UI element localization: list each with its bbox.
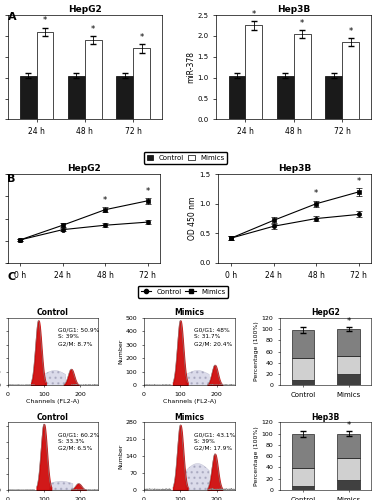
Bar xyxy=(337,434,360,458)
Bar xyxy=(68,76,85,120)
Title: HepG2: HepG2 xyxy=(311,308,340,317)
Text: G0/G1: 50.9%
S: 39%
G2/M: 8.7%: G0/G1: 50.9% S: 39% G2/M: 8.7% xyxy=(57,328,99,346)
Text: *: * xyxy=(349,27,353,36)
Title: Control: Control xyxy=(37,412,69,422)
Bar xyxy=(133,48,150,120)
Title: Control: Control xyxy=(37,308,69,317)
Text: *: * xyxy=(356,177,361,186)
Title: Mimics: Mimics xyxy=(174,308,204,317)
Legend: Control, Mimics: Control, Mimics xyxy=(138,286,228,298)
X-axis label: Channels (FL2-A): Channels (FL2-A) xyxy=(26,398,80,404)
Bar xyxy=(292,380,314,386)
Bar xyxy=(292,468,314,486)
Bar xyxy=(36,32,54,120)
Bar xyxy=(337,356,360,374)
Bar xyxy=(246,26,262,120)
Title: Hep3B: Hep3B xyxy=(277,5,310,14)
Bar xyxy=(325,76,342,120)
Text: *: * xyxy=(252,10,256,19)
Bar xyxy=(20,76,36,120)
Legend: Control, Mimics: Control, Mimics xyxy=(144,152,227,164)
Title: Mimics: Mimics xyxy=(174,412,204,422)
Text: *: * xyxy=(346,422,351,430)
Text: G0/G1: 43.1%
S: 39%
G2/M: 17.9%: G0/G1: 43.1% S: 39% G2/M: 17.9% xyxy=(194,432,235,451)
Bar xyxy=(116,76,133,120)
Bar xyxy=(85,40,102,119)
Text: *: * xyxy=(140,33,144,42)
Text: G0/G1: 60.2%
S: 33.3%
G2/M: 6.5%: G0/G1: 60.2% S: 33.3% G2/M: 6.5% xyxy=(57,432,99,451)
Text: *: * xyxy=(314,190,318,198)
Y-axis label: miR-378: miR-378 xyxy=(186,51,195,83)
Title: Hep3B: Hep3B xyxy=(312,412,340,422)
Text: *: * xyxy=(300,18,304,28)
Bar xyxy=(337,458,360,480)
Bar xyxy=(277,76,294,120)
Y-axis label: Percentage (100%): Percentage (100%) xyxy=(254,426,259,486)
Text: *: * xyxy=(146,187,150,196)
Text: A: A xyxy=(8,12,16,22)
Bar xyxy=(292,434,314,468)
Y-axis label: Number: Number xyxy=(119,444,124,469)
Text: G0/G1: 48%
S: 31.7%
G2/M: 20.4%: G0/G1: 48% S: 31.7% G2/M: 20.4% xyxy=(194,328,232,346)
Text: *: * xyxy=(103,196,107,205)
Title: HepG2: HepG2 xyxy=(67,164,101,173)
Text: *: * xyxy=(346,316,351,326)
Bar xyxy=(337,480,360,490)
Y-axis label: Number: Number xyxy=(119,339,124,364)
Bar xyxy=(337,329,360,356)
Bar xyxy=(294,34,311,119)
Text: *: * xyxy=(91,25,96,34)
Title: HepG2: HepG2 xyxy=(68,5,102,14)
Bar xyxy=(228,76,246,120)
Bar xyxy=(292,330,314,358)
X-axis label: Channels (FL2-A): Channels (FL2-A) xyxy=(163,398,216,404)
Bar xyxy=(337,374,360,386)
Title: Hep3B: Hep3B xyxy=(278,164,312,173)
Text: C: C xyxy=(8,272,16,282)
Text: *: * xyxy=(43,16,47,26)
Y-axis label: OD 450 nm: OD 450 nm xyxy=(188,197,197,240)
Bar xyxy=(292,486,314,490)
Bar xyxy=(292,358,314,380)
Text: B: B xyxy=(8,174,16,184)
Bar xyxy=(342,42,359,119)
Y-axis label: Percentage (100%): Percentage (100%) xyxy=(254,322,259,382)
